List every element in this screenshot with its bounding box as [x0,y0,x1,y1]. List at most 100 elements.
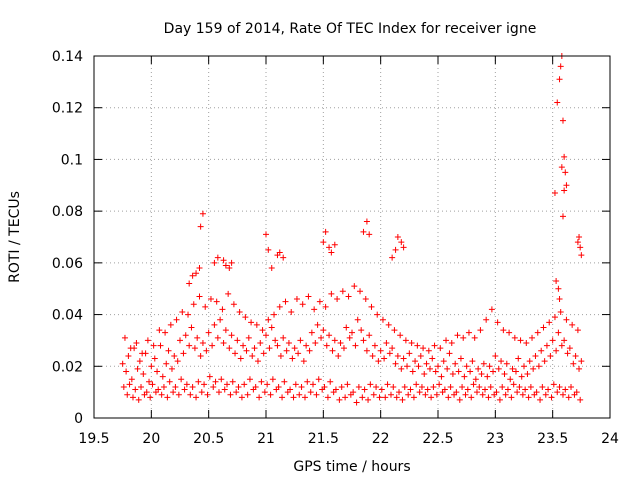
data-point [147,394,154,401]
data-point [343,324,350,331]
data-point [470,381,477,388]
gridlines [94,56,610,418]
data-point [444,365,451,372]
data-point [246,376,253,383]
data-point [326,332,333,339]
data-point [195,378,202,385]
data-point [204,391,211,398]
data-point [191,345,198,352]
data-point [268,265,275,272]
data-point [478,371,485,378]
data-point [561,187,568,194]
data-point [431,342,438,349]
data-point [559,117,566,124]
data-point [311,306,318,313]
data-point [160,383,167,390]
data-point [532,352,539,359]
data-point [516,383,523,390]
data-point [149,381,156,388]
data-point [406,350,413,357]
data-point [558,164,565,171]
data-point [417,352,424,359]
data-point [392,246,399,253]
data-point [527,383,534,390]
data-point [288,308,295,315]
data-point [358,327,365,334]
data-point [487,383,494,390]
data-point [236,308,243,315]
data-point [533,389,540,396]
data-point [502,391,509,398]
data-point [226,265,233,272]
data-point [530,365,537,372]
x-tick-label: 20.5 [193,431,224,447]
data-point [293,296,300,303]
data-point [449,371,456,378]
data-point [219,306,226,313]
data-point [157,342,164,349]
data-point [413,381,420,388]
data-point [454,332,461,339]
data-point [300,358,307,365]
data-point [510,381,517,388]
data-point [258,378,265,385]
data-point [383,340,390,347]
data-point [124,391,131,398]
data-point [465,329,472,336]
data-point [329,347,336,354]
data-point [430,383,437,390]
data-point [265,246,272,253]
data-point [177,337,183,344]
data-point [570,360,577,367]
data-point [418,383,425,390]
data-point [221,386,228,393]
data-point [193,270,200,277]
data-point [415,363,422,370]
y-tick-label: 0.06 [52,256,83,272]
data-point [525,394,532,401]
x-axis-label: GPS time / hours [293,459,410,475]
data-point [244,391,251,398]
data-point [448,340,455,347]
data-point [535,363,542,370]
data-point [555,285,562,292]
data-point [220,257,227,264]
data-point [202,303,209,310]
data-point [375,358,382,365]
data-point [194,334,201,341]
data-point [235,383,242,390]
data-point [119,360,126,367]
data-point [199,340,206,347]
data-point [196,293,203,300]
data-point [523,340,530,347]
data-point [155,386,162,393]
x-tick-label: 21.5 [308,431,339,447]
data-point [480,360,487,367]
data-point [334,296,341,303]
data-point [554,99,561,106]
data-point [186,342,193,349]
data-point [339,288,346,295]
data-point [283,347,290,354]
data-point [281,378,288,385]
data-point [519,391,526,398]
data-point [538,347,545,354]
data-point [359,394,366,401]
data-point [201,381,208,388]
data-point [469,358,476,365]
data-point [479,391,486,398]
y-axis-label: ROTI / TECUs [7,191,23,283]
data-point [353,399,360,406]
data-point [193,394,200,401]
x-tick-label: 20 [142,431,160,447]
data-point [326,244,333,251]
data-point [476,383,483,390]
data-point [468,394,475,401]
data-point [556,296,563,303]
data-point [556,76,563,83]
data-point [264,381,271,388]
data-point [224,381,231,388]
data-point [205,329,212,336]
data-point [558,342,565,349]
data-point [228,259,235,266]
